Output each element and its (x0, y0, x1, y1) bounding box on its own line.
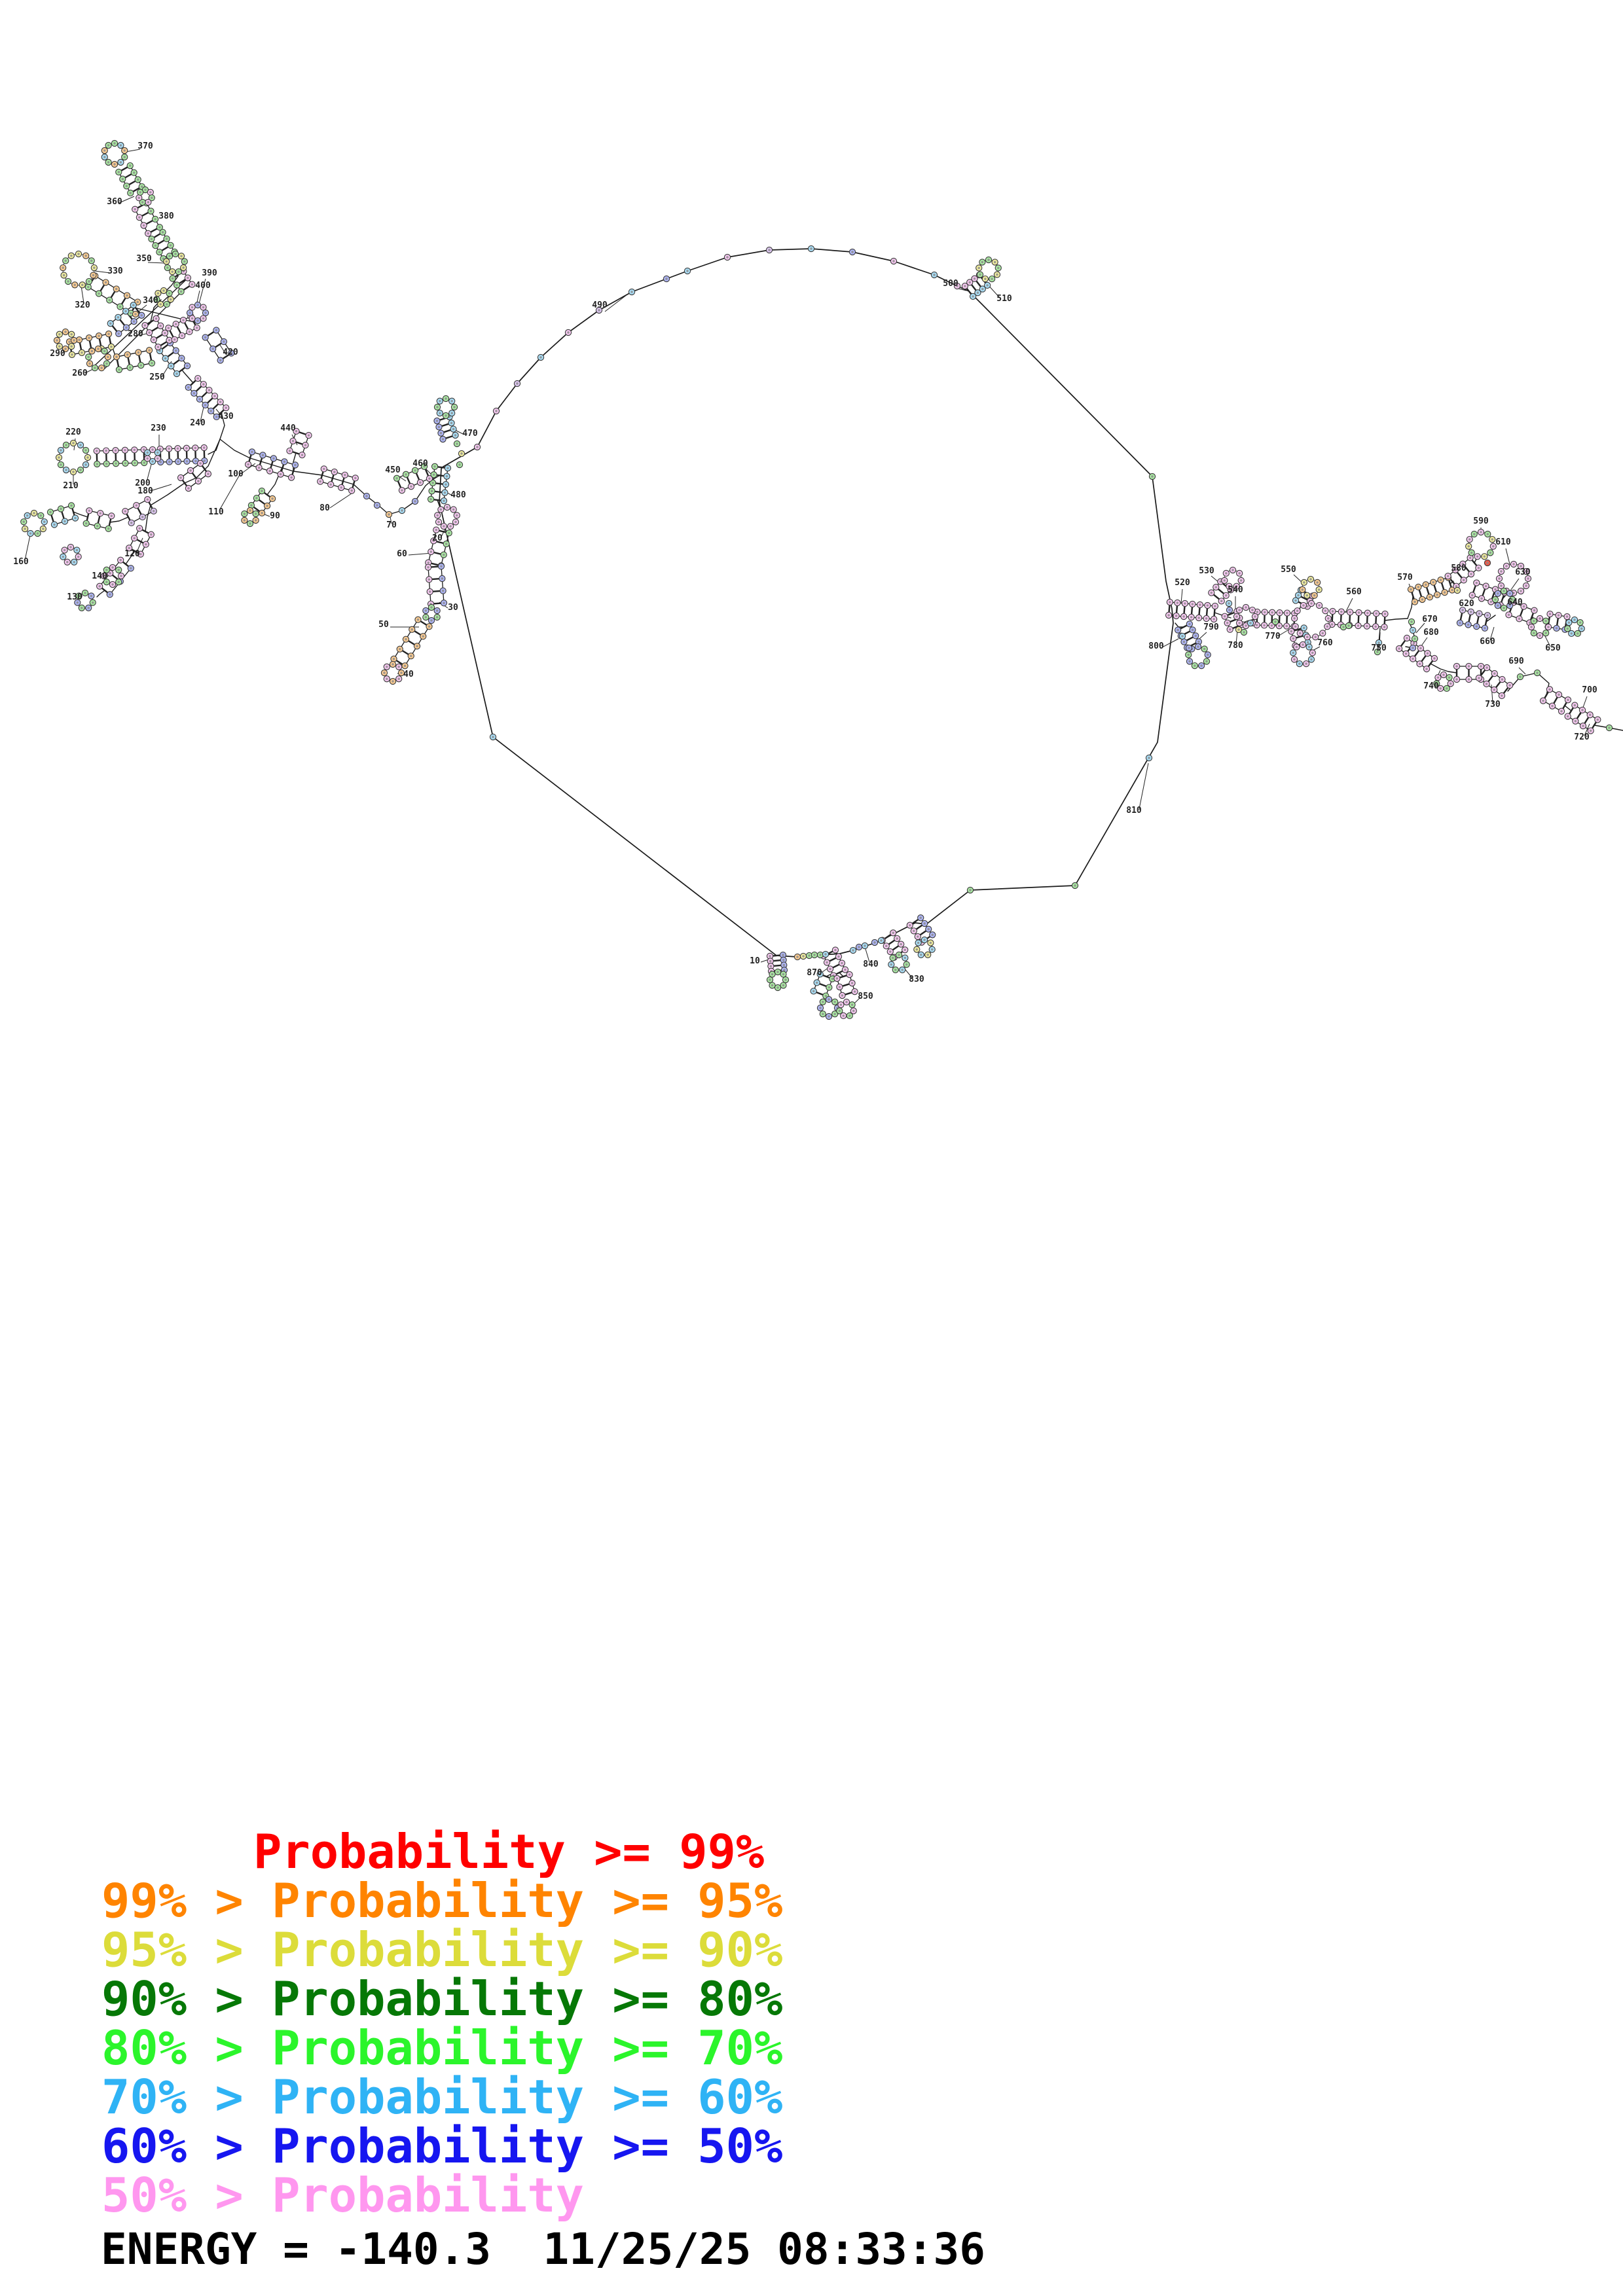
legend-row-6: 60% > Probability >= 50% (101, 2119, 783, 2174)
svg-text:180: 180 (137, 486, 153, 496)
svg-text:470: 470 (462, 429, 478, 439)
svg-text:550: 550 (1281, 565, 1296, 575)
svg-text:850: 850 (858, 992, 873, 1001)
svg-text:420: 420 (223, 348, 238, 357)
svg-text:350: 350 (136, 254, 152, 264)
svg-text:320: 320 (75, 300, 90, 310)
svg-text:240: 240 (190, 418, 206, 428)
svg-text:500: 500 (943, 279, 958, 289)
svg-text:120: 120 (124, 549, 140, 559)
base-dots (20, 139, 1613, 1020)
svg-text:660: 660 (1480, 637, 1495, 647)
svg-text:200: 200 (135, 478, 151, 488)
svg-text:510: 510 (996, 294, 1012, 304)
svg-text:130: 130 (67, 592, 82, 602)
svg-text:230: 230 (151, 423, 166, 433)
svg-text:100: 100 (228, 469, 244, 479)
legend-row-2: 95% > Probability >= 90% (101, 1922, 783, 1977)
svg-text:670: 670 (1422, 615, 1438, 624)
svg-text:10: 10 (750, 956, 760, 966)
svg-text:680: 680 (1423, 628, 1439, 637)
svg-text:480: 480 (450, 490, 466, 500)
svg-text:430: 430 (218, 412, 234, 422)
svg-text:520: 520 (1175, 578, 1190, 588)
svg-text:60: 60 (397, 549, 407, 559)
svg-text:840: 840 (863, 960, 879, 969)
svg-text:250: 250 (149, 372, 165, 382)
svg-text:800: 800 (1148, 641, 1164, 651)
svg-text:290: 290 (50, 349, 65, 359)
legend-row-0: Probability >= 99% (253, 1824, 765, 1879)
svg-text:630: 630 (1515, 567, 1531, 577)
probability-color-legend: Probability >= 99% 99% > Probability >= 9… (101, 1827, 782, 2220)
svg-text:160: 160 (13, 557, 29, 567)
svg-text:700: 700 (1582, 685, 1597, 695)
svg-text:560: 560 (1346, 587, 1362, 597)
svg-text:610: 610 (1495, 537, 1511, 547)
legend-row-7: 50% > Probability (101, 2168, 584, 2223)
svg-text:810: 810 (1126, 806, 1142, 816)
svg-text:590: 590 (1473, 516, 1489, 526)
label-leader-lines (24, 149, 1590, 1007)
svg-text:460: 460 (412, 459, 428, 469)
svg-text:570: 570 (1397, 573, 1413, 583)
svg-text:490: 490 (592, 300, 608, 310)
svg-text:360: 360 (107, 197, 122, 207)
loop-rings (23, 143, 1582, 1017)
svg-text:620: 620 (1459, 599, 1474, 609)
svg-text:740: 740 (1423, 681, 1439, 691)
svg-text:80: 80 (319, 503, 330, 513)
svg-text:110: 110 (208, 507, 224, 517)
svg-text:450: 450 (385, 465, 401, 475)
svg-text:380: 380 (158, 211, 174, 221)
svg-text:140: 140 (92, 571, 107, 581)
svg-text:750: 750 (1371, 643, 1387, 653)
svg-text:770: 770 (1265, 632, 1281, 641)
legend-row-4: 80% > Probability >= 70% (101, 2020, 783, 2075)
svg-text:70: 70 (386, 520, 397, 530)
svg-text:790: 790 (1203, 622, 1219, 632)
svg-text:20: 20 (432, 533, 443, 543)
svg-text:720: 720 (1574, 732, 1590, 742)
svg-text:640: 640 (1507, 598, 1523, 607)
helix-stems (50, 165, 1598, 996)
svg-text:400: 400 (195, 281, 211, 291)
svg-text:40: 40 (403, 670, 414, 679)
svg-text:580: 580 (1451, 564, 1467, 573)
svg-text:210: 210 (63, 481, 79, 491)
svg-text:690: 690 (1508, 656, 1524, 666)
svg-text:650: 650 (1545, 643, 1561, 653)
svg-text:530: 530 (1199, 566, 1214, 576)
svg-text:50: 50 (378, 620, 389, 630)
svg-text:30: 30 (448, 603, 458, 613)
backbone-lines (73, 248, 1623, 977)
legend-row-5: 70% > Probability >= 60% (101, 2070, 783, 2125)
svg-text:340: 340 (143, 296, 158, 306)
svg-text:440: 440 (280, 423, 296, 433)
svg-text:780: 780 (1228, 641, 1243, 651)
legend-row-3: 90% > Probability >= 80% (101, 1971, 783, 2026)
svg-text:870: 870 (807, 968, 822, 978)
svg-text:220: 220 (65, 427, 81, 437)
svg-text:730: 730 (1485, 700, 1501, 709)
svg-text:280: 280 (128, 329, 143, 339)
svg-text:330: 330 (107, 266, 123, 276)
svg-text:390: 390 (202, 268, 217, 278)
svg-text:90: 90 (270, 511, 280, 521)
svg-text:370: 370 (137, 141, 153, 151)
svg-text:830: 830 (909, 975, 924, 984)
energy-readout: ENERGY = -140.3 11/25/25 08:33:36 (101, 2224, 986, 2274)
svg-text:540: 540 (1228, 585, 1243, 595)
svg-text:260: 260 (72, 368, 88, 378)
legend-row-1: 99% > Probability >= 95% (101, 1873, 783, 1928)
position-labels: 1020304050607080901001101201301401601802… (13, 141, 1597, 1001)
svg-text:760: 760 (1317, 638, 1333, 648)
